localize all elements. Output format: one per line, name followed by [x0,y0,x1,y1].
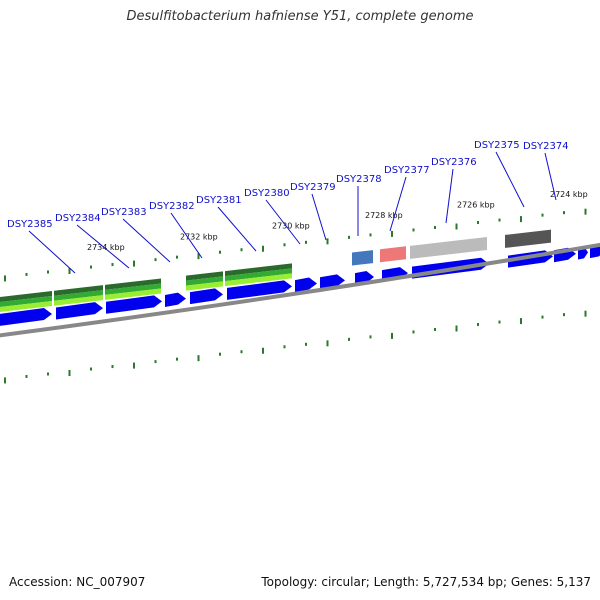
label-leader-line [170,212,203,259]
gene-label: DSY2375 [474,140,520,151]
cog-block-green [0,296,52,307]
label-leader-line [76,224,130,269]
cog-block-lime [186,281,223,291]
cog-block-green [54,290,103,301]
gene-label: DSY2380 [244,188,290,199]
gene-label: DSY2385 [7,219,53,230]
kbp-label: 2730 kbp [272,222,310,231]
gene-arrow [165,292,186,308]
cog-block-lime [54,295,103,306]
label-leader-line [28,230,76,274]
cog-block-green [105,283,161,295]
cog-track [0,229,551,312]
gene-arrow [320,274,345,290]
cog-block-blue [352,250,373,266]
gene-labels: DSY2385DSY2384DSY2383DSY2382DSY2381DSY23… [7,140,569,274]
cog-block-dark [54,285,103,296]
cog-block-dark [225,263,292,277]
gene-arrow [355,270,374,286]
gene-label: DSY2374 [523,141,569,152]
accession-text: Accession: NC_007907 [9,575,146,589]
label-leader-line [389,176,407,232]
cog-block-green [186,276,223,286]
gene-label: DSY2384 [55,213,101,224]
gene-arrow [56,302,103,320]
kbp-label: 2724 kbp [550,190,588,199]
label-leader-line [217,206,257,252]
gene-arrow [190,288,223,305]
kbp-label: 2728 kbp [365,211,403,220]
gene-label: DSY2379 [290,182,336,193]
gene-arrow [295,277,317,293]
gene-label: DSY2383 [101,207,147,218]
gene-label: DSY2376 [431,157,477,168]
cog-block-green [225,268,292,282]
gene-label: DSY2377 [384,165,430,176]
genome-title: Desulfitobacterium hafniense Y51, comple… [126,9,474,24]
label-leader-line [445,168,454,224]
gene-arrow [227,280,292,300]
kbp-scale: 2734 kbp 2732 kbp 2730 kbp 2728 kbp 2726 kbp… [87,190,588,252]
cog-block-lime [225,273,292,287]
kbp-label: 2732 kbp [180,232,218,241]
genome-backbone [0,242,600,338]
cog-block-darkgray [505,229,551,248]
cog-block-pink [380,246,406,263]
label-leader-line [495,151,525,208]
backbone-line [0,242,600,338]
inner-tick-track [4,310,587,384]
kbp-label: 2734 kbp [87,243,125,252]
gene-label: DSY2382 [149,201,195,212]
genome-stats-text: Topology: circular; Length: 5,727,534 bp… [261,575,591,589]
cog-block-gray [410,236,487,259]
cog-block-dark [0,291,52,302]
label-leader-line [311,193,327,241]
gene-arrow [0,308,52,326]
cog-block-lime [0,301,52,312]
label-leader-line [544,152,557,201]
label-leader-line [265,199,301,245]
gene-label: DSY2378 [336,174,382,185]
gene-arrow [106,295,162,314]
label-leader-line [122,218,171,263]
outer-tick-track [4,208,587,282]
kbp-label: 2726 kbp [457,200,495,209]
gene-label: DSY2381 [196,195,242,206]
gene-track [0,244,600,326]
cog-block-dark [105,278,161,290]
cog-block-dark [186,271,223,281]
cog-block-lime [105,288,161,300]
